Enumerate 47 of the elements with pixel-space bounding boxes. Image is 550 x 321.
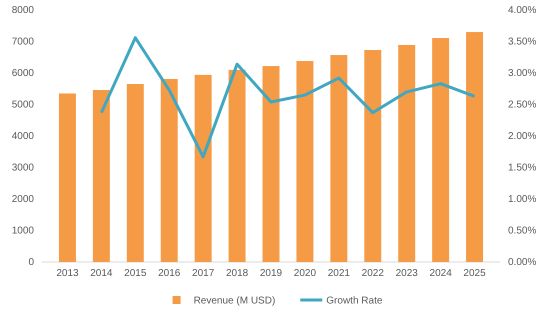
x-tick-label: 2018	[226, 268, 249, 280]
bar	[160, 78, 178, 262]
bar	[262, 66, 280, 262]
x-tick-label: 2019	[260, 268, 283, 280]
bar	[194, 74, 212, 262]
x-tick-label: 2015	[124, 268, 147, 280]
x-tick-label: 2021	[328, 268, 350, 280]
x-tick-label: 2016	[158, 268, 181, 280]
bar	[92, 90, 110, 262]
y-tick-label: 5000	[12, 100, 34, 111]
y-tick-label: 1000	[12, 226, 34, 237]
x-tick-label: 2024	[430, 268, 452, 280]
y-tick-label: 7000	[12, 36, 34, 48]
bar	[364, 50, 382, 262]
bar	[432, 38, 450, 262]
bar	[398, 44, 416, 262]
x-tick-label: 2023	[396, 268, 418, 280]
bar	[228, 70, 246, 262]
legend-label: Revenue (M USD)	[194, 296, 276, 306]
y2-tick-label: 0.50%	[508, 226, 536, 237]
y-tick-label: 3000	[12, 162, 34, 174]
y-tick-label: 8000	[12, 5, 34, 16]
y2-tick-label: 3.00%	[508, 68, 536, 80]
y2-tick-label: 3.50%	[508, 36, 536, 48]
y2-tick-label: 0.00%	[508, 257, 536, 268]
y2-tick-label: 2.50%	[508, 100, 536, 111]
bar	[296, 61, 314, 262]
y2-tick-label: 2.00%	[508, 131, 536, 142]
x-tick-label: 2017	[192, 268, 215, 280]
line-series	[100, 36, 476, 158]
y2-tick-label: 1.50%	[508, 162, 536, 174]
x-tick-label: 2022	[362, 268, 384, 280]
bar	[466, 32, 484, 262]
bar	[330, 55, 348, 262]
y2-tick-label: 4.00%	[508, 5, 536, 16]
x-tick-label: 2020	[294, 268, 316, 280]
y-tick-label: 0	[28, 257, 34, 268]
y-tick-label: 6000	[12, 68, 34, 80]
y-tick-label: 4000	[12, 131, 34, 142]
x-tick-label: 2013	[56, 268, 80, 280]
legend-label: Growth Rate	[326, 296, 383, 306]
x-tick-label: 2014	[90, 268, 113, 280]
bar	[58, 93, 76, 262]
bar	[126, 84, 144, 262]
x-tick-label: 2025	[463, 268, 486, 280]
y2-tick-label: 1.00%	[508, 194, 536, 206]
y-tick-label: 2000	[12, 194, 34, 206]
